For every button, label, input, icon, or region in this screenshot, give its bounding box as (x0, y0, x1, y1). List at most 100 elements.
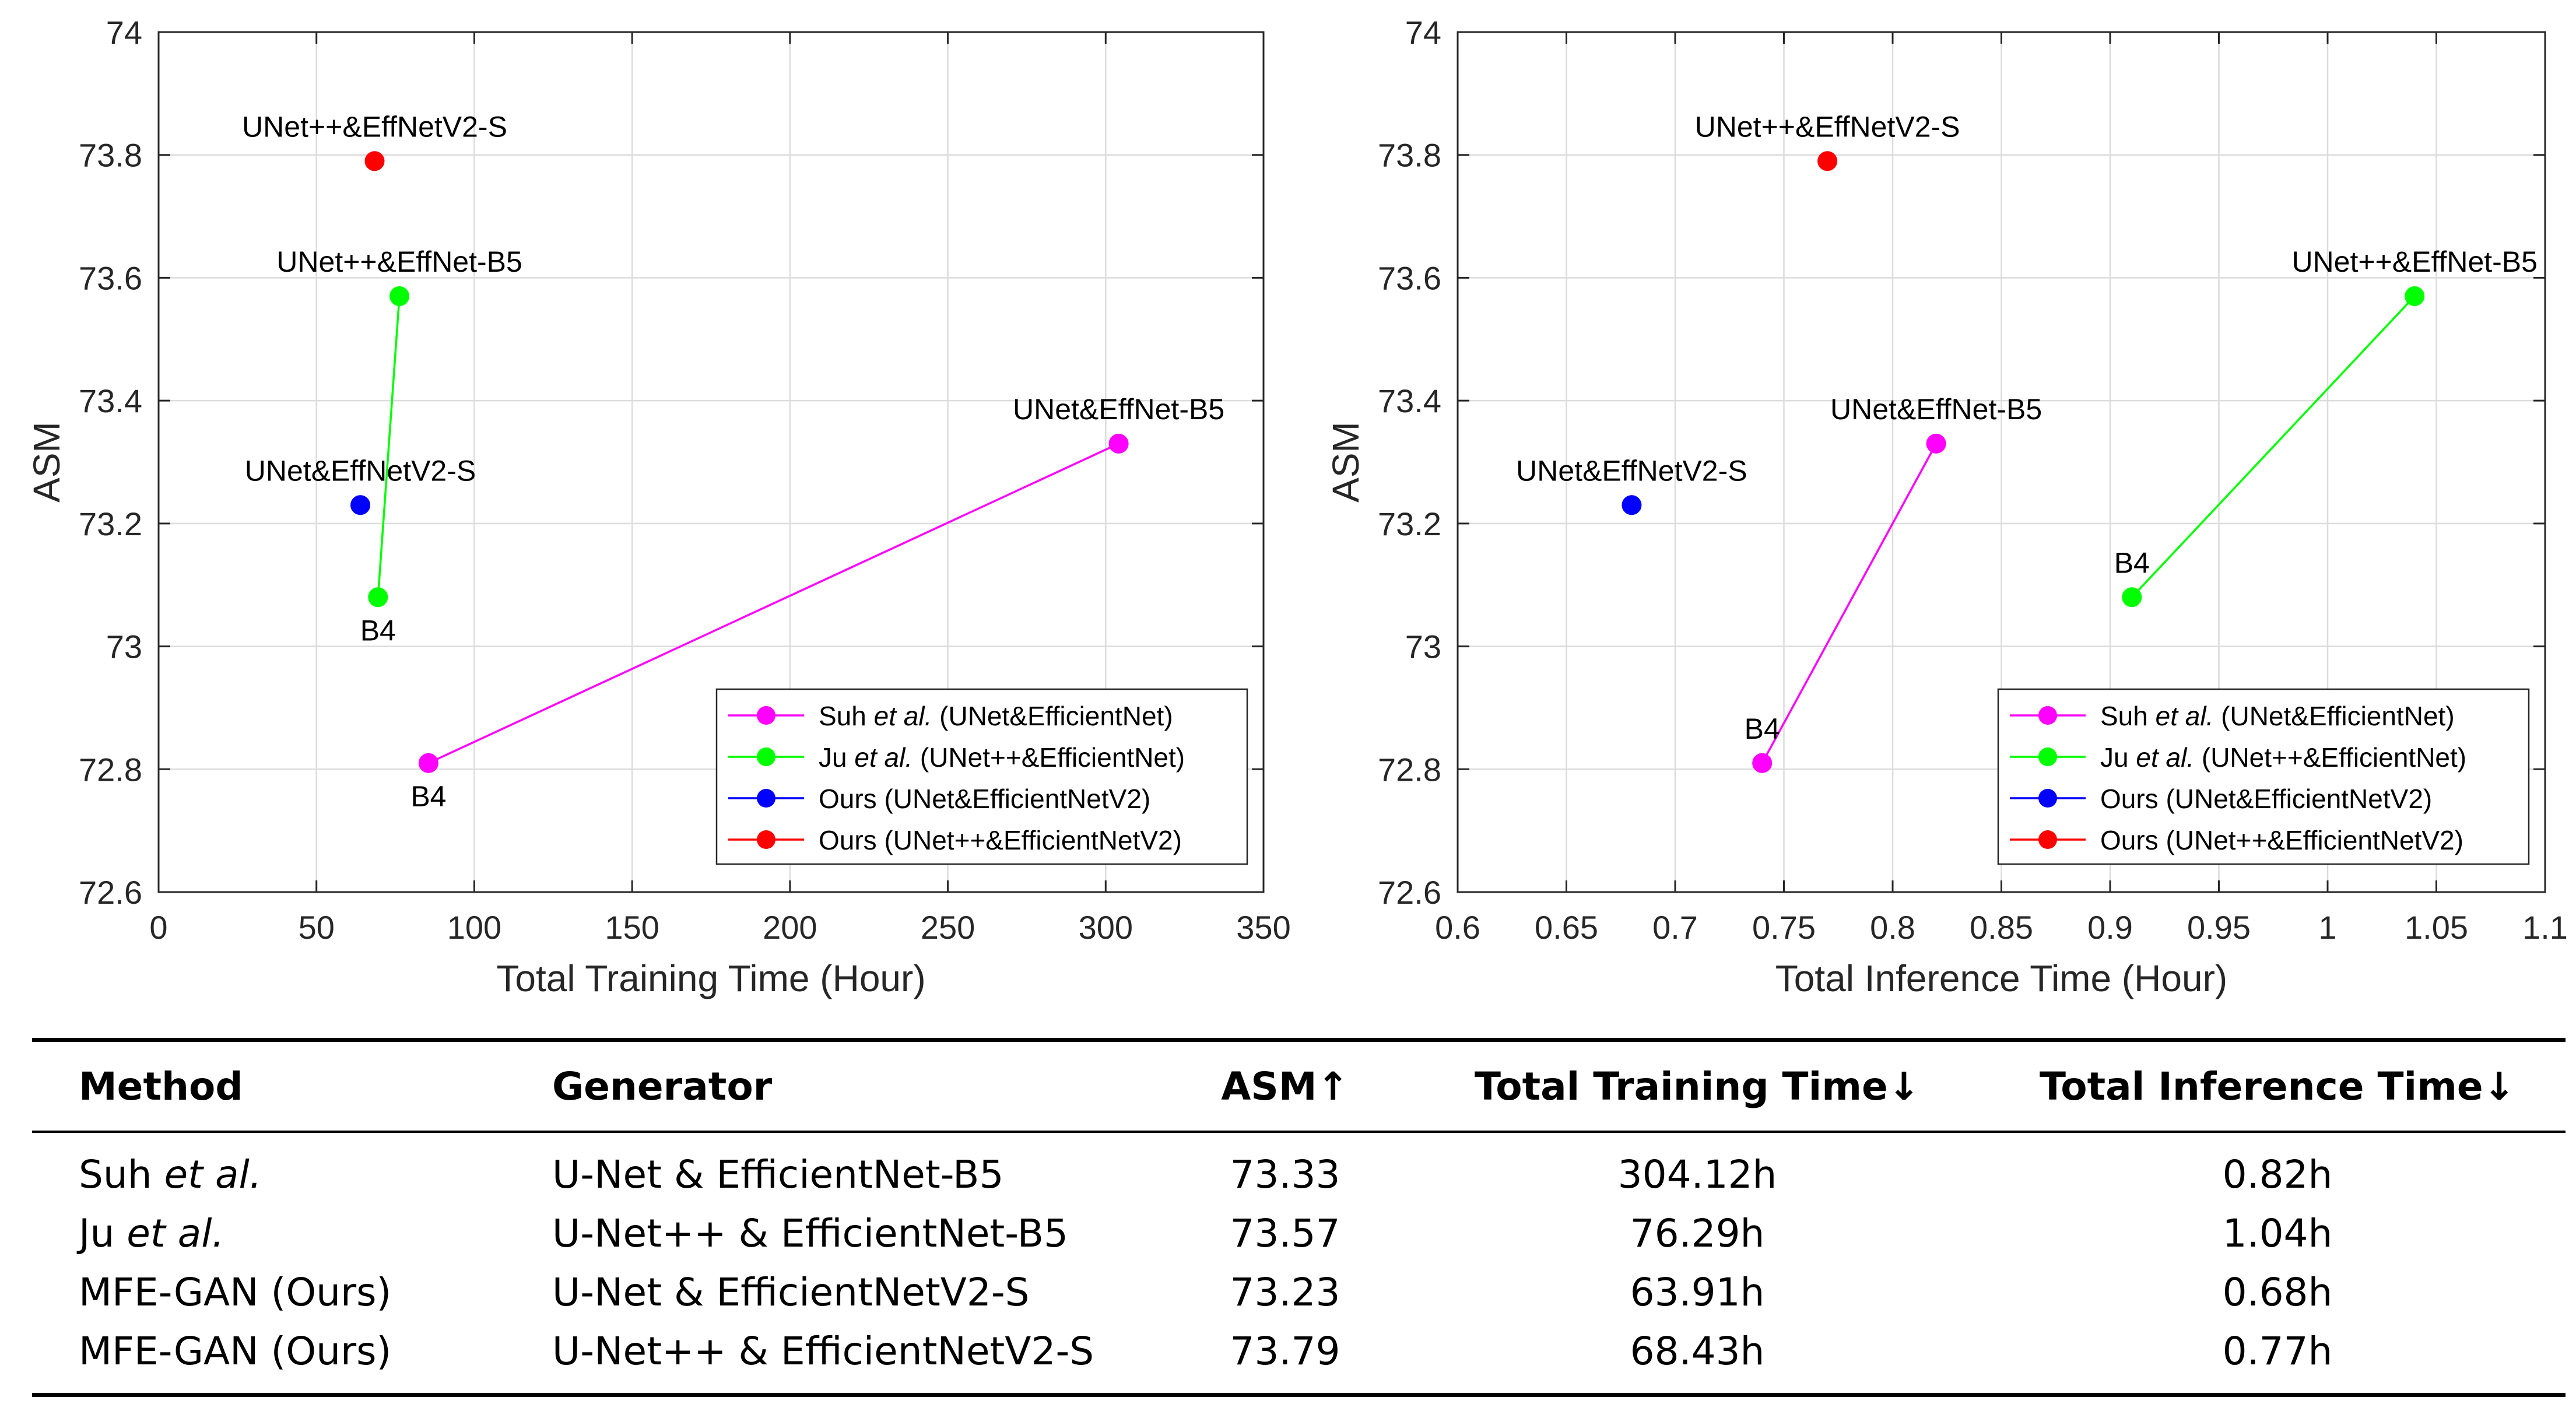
results-table: Method Generator ASM↑ Total Training Tim… (32, 1038, 2566, 1397)
x-tick-label: 0.7 (1652, 909, 1698, 946)
y-tick-label: 73.8 (1378, 137, 1441, 174)
y-tick-label: 72.6 (79, 874, 142, 911)
legend-box (715, 688, 1248, 865)
legend-entry: Ju et al. (UNet++&EfficientNet) (2100, 742, 2466, 773)
x-tick-label: 200 (763, 909, 817, 946)
method-name: Ju (79, 1211, 127, 1256)
legend-entry: Ours (UNet&EfficientNetV2) (2100, 784, 2432, 814)
cell-generator: U-Net++ & EfficientNet-B5 (552, 1211, 1069, 1256)
x-axis-label: Total Inference Time (Hour) (1775, 957, 2227, 999)
data-point-label: B4 (360, 614, 396, 647)
y-tick-label: 73.6 (79, 259, 142, 296)
legend-marker (2038, 789, 2057, 808)
y-tick-label: 73.2 (79, 506, 142, 542)
y-tick-label: 74 (106, 14, 142, 51)
data-point-label: UNet&EffNetV2-S (1516, 454, 1747, 487)
table-header-row: Method Generator ASM↑ Total Training Tim… (32, 1040, 2566, 1132)
data-point-label: UNet++&EffNetV2-S (1695, 110, 1960, 143)
data-point (389, 286, 410, 307)
cell-inference-time: 0.77h (2222, 1329, 2333, 1374)
x-tick-label: 0.9 (2087, 909, 2133, 946)
legend-marker (757, 747, 775, 766)
method-name: MFE-GAN (Ours) (79, 1329, 392, 1374)
y-tick-label: 73.6 (1378, 259, 1441, 296)
legend-marker (757, 706, 775, 725)
legend-entry: Ours (UNet++&EfficientNetV2) (819, 825, 1182, 855)
data-point (418, 753, 438, 773)
x-tick-label: 0.65 (1535, 909, 1598, 946)
data-point (2122, 587, 2142, 608)
header-method: Method (79, 1063, 243, 1109)
legend-entry: Ours (UNet&EfficientNetV2) (819, 784, 1150, 814)
data-point (1622, 495, 1642, 515)
data-point-label: UNet++&EffNet-B5 (276, 245, 522, 278)
x-tick-label: 0.75 (1752, 909, 1816, 946)
method-name: MFE-GAN (Ours) (79, 1270, 392, 1315)
x-tick-label: 0.8 (1870, 909, 1915, 946)
data-point-label: UNet&EffNet-B5 (1830, 393, 2042, 426)
data-point-label: UNet++&EffNetV2-S (242, 110, 507, 143)
cell-asm: 73.79 (1230, 1329, 1340, 1374)
cell-training-time: 76.29h (1630, 1211, 1765, 1256)
y-tick-label: 73.2 (1378, 506, 1441, 542)
data-point-label: UNet++&EffNet-B5 (2291, 245, 2538, 278)
y-tick-label: 73.4 (1378, 382, 1441, 419)
legend: Suh et al. (UNet&EfficientNet) Ju et al. … (1997, 688, 2530, 865)
legend-entry: Ju et al. (UNet++&EfficientNet) (819, 742, 1185, 773)
header-training-time: Total Training Time↓ (1474, 1063, 1921, 1109)
series-line (428, 443, 1119, 764)
x-tick-label: 0.85 (1970, 909, 2033, 946)
cell-inference-time: 1.04h (2222, 1211, 2333, 1256)
cell-method: MFE-GAN (Ours) (32, 1263, 552, 1322)
table-row: Ju et al. U-Net++ & EfficientNet-B5 73.5… (32, 1204, 2566, 1263)
y-tick-label: 73 (1405, 629, 1441, 665)
cell-inference-time: 0.82h (2222, 1152, 2333, 1197)
cell-generator: U-Net & EfficientNet-B5 (552, 1152, 1004, 1197)
chart-2: 0.6 0.65 0.7 0.75 0.8 0.85 0.9 0.95 1 1.05 1.1 72.6… (1325, 14, 2568, 999)
table-row: MFE-GAN (Ours) U-Net++ & EfficientNetV2-… (32, 1322, 2566, 1395)
cell-inference-time: 0.68h (2222, 1270, 2333, 1315)
x-tick-label: 250 (921, 909, 975, 946)
x-tick-label: 100 (447, 909, 501, 946)
data-point (364, 151, 385, 171)
legend: Suh et al. (UNet&EfficientNet) Ju et al. … (715, 688, 1248, 865)
legend-marker (757, 830, 775, 849)
data-point (1108, 433, 1129, 454)
y-tick-label: 73.8 (79, 137, 142, 174)
method-name: Suh (79, 1152, 164, 1197)
series-line (2131, 295, 2416, 598)
cell-generator: U-Net++ & EfficientNetV2-S (552, 1329, 1094, 1374)
data-point (1817, 151, 1838, 171)
legend-entry: Suh et al. (UNet&EfficientNet) (2100, 701, 2455, 731)
cell-training-time: 63.91h (1630, 1270, 1765, 1315)
x-tick-label: 0.6 (1435, 909, 1480, 946)
legend-marker (2038, 706, 2057, 725)
legend-marker (2038, 747, 2057, 766)
x-tick-label: 0 (149, 909, 167, 946)
data-point-label: UNet&EffNet-B5 (1013, 393, 1224, 426)
x-tick-label: 1.05 (2405, 909, 2468, 946)
cell-asm: 73.33 (1230, 1152, 1340, 1197)
cell-method: Suh et al. (32, 1132, 552, 1204)
data-point-label: B4 (2114, 546, 2150, 579)
y-axis-label: ASM (26, 422, 68, 503)
method-etal: et al. (164, 1152, 262, 1197)
axes-frame (157, 31, 1265, 893)
y-tick-label: 72.8 (79, 751, 142, 788)
cell-method: Ju et al. (32, 1204, 552, 1263)
series-line (1761, 443, 1938, 764)
series-line (377, 296, 401, 598)
data-point (350, 495, 371, 515)
data-point (1752, 753, 1773, 773)
legend-entry: Ours (UNet++&EfficientNetV2) (2100, 825, 2463, 855)
x-tick-label: 0.95 (2187, 909, 2251, 946)
y-axis-label: ASM (1325, 422, 1367, 503)
x-tick-label: 150 (605, 909, 659, 946)
data-point-label: B4 (410, 780, 446, 813)
figure: 0 50 100 150 200 250 300 350 72.6 72.8 73 73.2 73.4 7… (26, 14, 2568, 999)
data-point-label: UNet&EffNetV2-S (245, 454, 476, 487)
header-inference-time: Total Inference Time↓ (2040, 1063, 2515, 1109)
cell-generator: U-Net & EfficientNetV2-S (552, 1270, 1030, 1315)
x-tick-label: 300 (1079, 909, 1133, 946)
y-tick-label: 73.4 (79, 382, 142, 419)
